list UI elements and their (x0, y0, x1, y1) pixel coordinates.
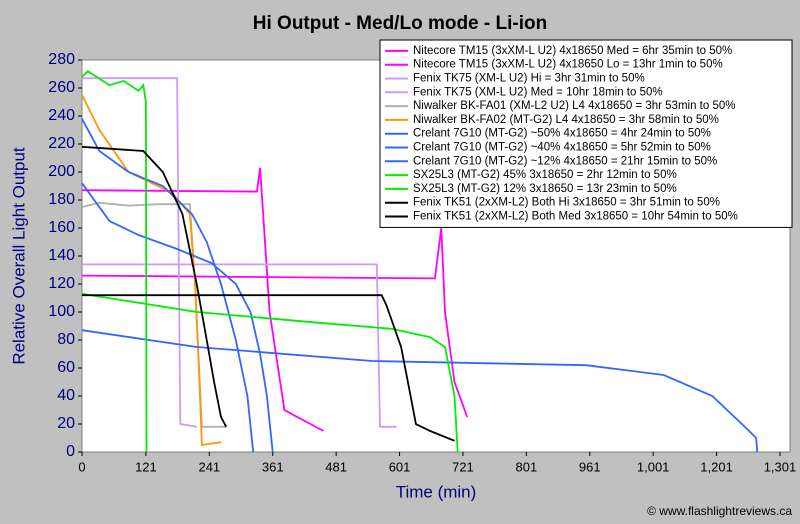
y-tick-label: 20 (57, 415, 75, 432)
series-line (81, 182, 274, 453)
series-line (82, 263, 397, 428)
y-tick-label: 60 (57, 359, 75, 376)
legend-label: Nitecore TM15 (3xXM-L U2) 4x18650 Lo = 1… (413, 59, 723, 71)
x-tick-label: 0 (78, 459, 85, 474)
y-tick-label: 220 (48, 135, 75, 152)
x-tick-label: 241 (198, 459, 220, 474)
legend-label: Fenix TK75 (XM-L U2) Hi = 3hr 31min to 5… (413, 73, 645, 85)
x-tick-label: 1,201 (700, 459, 733, 474)
credit: © www.flashlightreviews.ca (647, 504, 792, 518)
y-tick-label: 120 (48, 275, 75, 292)
legend-label: Crelant 7G10 (MT-G2) ~40% 4x18650 = 5hr … (413, 142, 711, 154)
x-tick-label: 1,001 (637, 459, 670, 474)
y-tick-label: 240 (48, 107, 75, 124)
legend-label: SX25L3 (MT-G2) 45% 3x18650 = 2hr 12min t… (413, 169, 677, 181)
series-line (81, 94, 222, 447)
y-tick-label: 80 (57, 331, 75, 348)
legend-label: Fenix TK51 (2xXM-L2) Both Hi 3x18650 = 3… (413, 197, 720, 209)
y-tick-label: 140 (48, 247, 75, 264)
series-line (81, 329, 759, 453)
series-line (81, 145, 227, 428)
y-tick-label: 0 (66, 443, 75, 460)
y-tick-label: 160 (48, 219, 75, 236)
legend-label: Niwalker BK-FA01 (XM-L2 U2) L4 4x18650 =… (413, 100, 735, 112)
legend-label: Crelant 7G10 (MT-G2) ~12% 4x18650 = 21hr… (413, 155, 717, 167)
legend-label: Fenix TK75 (XM-L U2) Med = 10hr 18min to… (413, 86, 663, 98)
series-line (81, 167, 324, 432)
x-tick-label: 481 (325, 459, 347, 474)
series-line (81, 292, 459, 453)
x-tick-label: 1,301 (764, 459, 797, 474)
series-line (82, 77, 197, 428)
x-tick-label: 801 (515, 459, 537, 474)
y-tick-label: 200 (48, 163, 75, 180)
y-tick-label: 280 (48, 51, 75, 68)
chart-title: Hi Output - Med/Lo mode - Li-ion (253, 13, 547, 34)
legend-label: Fenix TK51 (2xXM-L2) Both Med 3x18650 = … (413, 211, 738, 223)
x-tick-label: 961 (579, 459, 601, 474)
legend-label: Nitecore TM15 (3xXM-L U2) 4x18650 Med = … (413, 45, 732, 57)
legend-label: Niwalker BK-FA02 (MT-G2) L4 4x18650 = 3h… (413, 114, 719, 126)
y-axis-label: Relative Overall Light Output (9, 147, 28, 365)
y-tick-label: 40 (57, 387, 75, 404)
x-tick-label: 601 (389, 459, 411, 474)
series-line (82, 294, 455, 442)
series-line (81, 70, 148, 453)
legend-label: SX25L3 (MT-G2) 12% 3x18650 = 13r 23min t… (413, 183, 677, 195)
series-line (81, 227, 469, 418)
y-tick-label: 180 (48, 191, 75, 208)
series-line (81, 118, 255, 453)
legend-box (379, 39, 793, 228)
y-tick-label: 100 (48, 303, 75, 320)
legend-label: Crelant 7G10 (MT-G2) ~50% 4x18650 = 4hr … (413, 128, 711, 140)
x-tick-label: 721 (452, 459, 474, 474)
x-tick-label: 361 (262, 459, 284, 474)
x-axis-label: Time (min) (396, 482, 477, 501)
x-tick-label: 121 (135, 459, 157, 474)
y-tick-label: 260 (48, 79, 75, 96)
